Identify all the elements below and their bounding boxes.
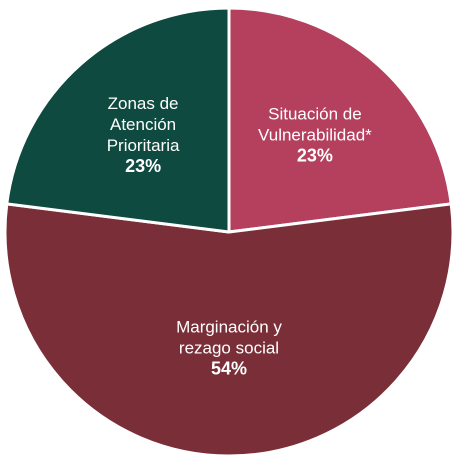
pie-slice (3, 202, 455, 458)
slice-label: Marginación y rezago social 54% (164, 317, 294, 380)
slice-label: Situación de Vulnerabilidad* 23% (240, 103, 390, 166)
category-label: Situación de Vulnerabilidad* (258, 104, 372, 145)
slice-label: Zonas de Atención Prioritaria 23% (88, 93, 198, 177)
value-label: 23% (125, 155, 162, 176)
category-label: Zonas de Atención Prioritaria (106, 93, 180, 155)
value-label: 23% (296, 145, 333, 166)
pie-slice (5, 6, 231, 234)
value-label: 54% (210, 358, 248, 379)
category-label: Marginación y rezago social (176, 317, 282, 358)
pie-slice (227, 6, 453, 234)
